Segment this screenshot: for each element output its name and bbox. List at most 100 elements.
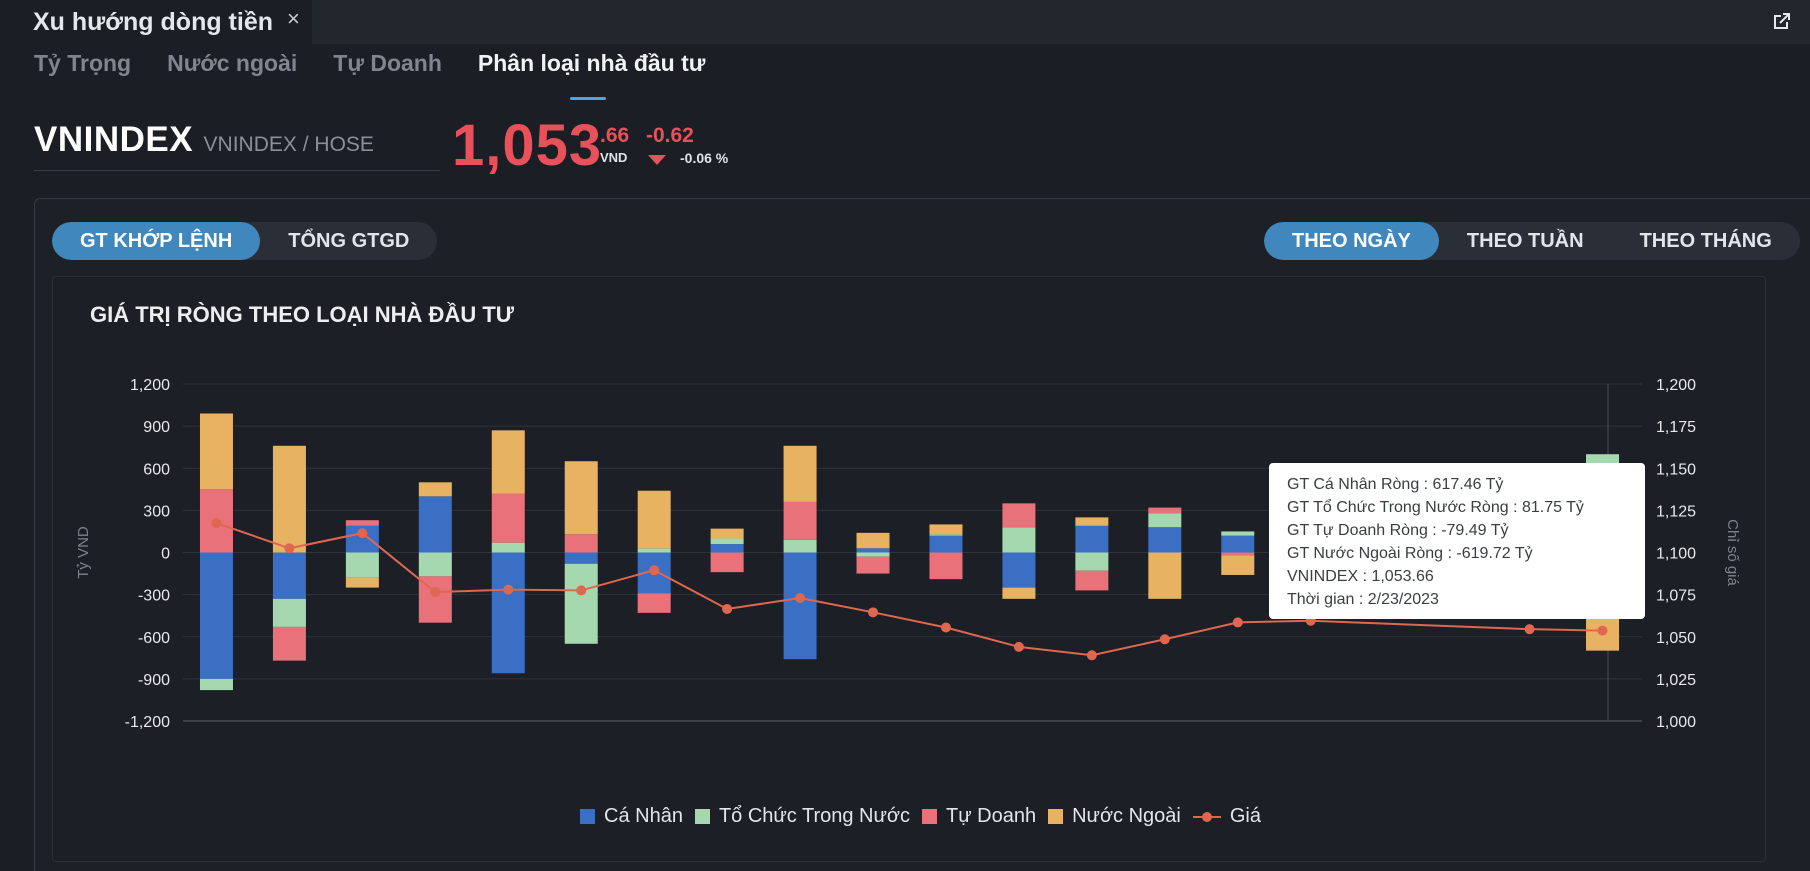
legend-label-to-chuc: Tổ Chức Trong Nước bbox=[718, 805, 910, 827]
price-point bbox=[576, 585, 587, 596]
top-bar: Xu hướng dòng tiền × bbox=[0, 0, 1810, 44]
y-tick-label: -900 bbox=[138, 672, 170, 689]
bar-nuoc_ngoai bbox=[418, 482, 452, 497]
tab-tu-doanh[interactable]: Tự Doanh bbox=[333, 50, 442, 76]
tab-phan-loai-nha-dau-tu[interactable]: Phân loại nhà đầu tư bbox=[477, 48, 706, 100]
bar-to_chuc bbox=[199, 678, 233, 691]
y2-tick-label: 1,175 bbox=[1656, 419, 1696, 436]
theo-tuan-button[interactable]: THEO TUẦN bbox=[1466, 229, 1584, 252]
period-toggle: THEO NGÀY THEO TUẦN THEO THÁNG bbox=[1264, 222, 1800, 260]
y2-tick-label: 1,075 bbox=[1656, 588, 1696, 605]
legend-swatch-nuoc-ngoai bbox=[1048, 809, 1064, 824]
bar-nuoc_ngoai bbox=[783, 445, 817, 502]
legend-ca-nhan[interactable]: Cá Nhân bbox=[580, 805, 683, 828]
window-title: Xu hướng dòng tiền bbox=[33, 7, 274, 36]
y-tick-label: 1,200 bbox=[130, 377, 170, 394]
price-point bbox=[795, 592, 806, 603]
chart-tooltip: GT Cá Nhân Ròng : 617.46 Tỷ GT Tổ Chức T… bbox=[1269, 463, 1645, 619]
legend-line-gia bbox=[1192, 810, 1221, 824]
bar-nuoc_ngoai bbox=[1075, 517, 1109, 526]
symbol-exchange: VNINDEX / HOSE bbox=[203, 133, 374, 156]
price-point bbox=[1524, 624, 1535, 635]
legend-to-chuc[interactable]: Tổ Chức Trong Nước bbox=[694, 805, 910, 828]
popout-icon[interactable] bbox=[1770, 9, 1794, 33]
investor-subtabs: Tỷ Trọng Nước ngoài Tự Doanh Phân loại n… bbox=[34, 48, 741, 100]
y-tick-label: 600 bbox=[143, 461, 170, 478]
tab-ty-trong[interactable]: Tỷ Trọng bbox=[34, 50, 132, 76]
bar-to_chuc bbox=[710, 538, 744, 545]
bar-ca_nhan bbox=[491, 552, 525, 674]
bar-nuoc_ngoai bbox=[856, 532, 890, 549]
down-arrow-icon bbox=[648, 155, 666, 165]
y-tick-label: -600 bbox=[138, 630, 170, 647]
bar-to_chuc bbox=[272, 598, 306, 627]
legend-tu-doanh[interactable]: Tự Doanh bbox=[922, 805, 1036, 828]
price-unit: VND bbox=[600, 150, 628, 165]
price-point bbox=[284, 543, 295, 554]
price-change: -0.62 bbox=[646, 124, 694, 147]
y-tick-label: 0 bbox=[161, 546, 170, 563]
price-point bbox=[868, 607, 879, 618]
price-point bbox=[649, 565, 660, 576]
bar-to_chuc bbox=[1002, 527, 1036, 553]
legend-gia[interactable]: Giá bbox=[1192, 805, 1261, 828]
bar-to_chuc bbox=[637, 548, 671, 553]
bar-ca_nhan bbox=[929, 535, 963, 553]
bar-to_chuc bbox=[1148, 513, 1182, 528]
bar-ca_nhan bbox=[856, 548, 890, 553]
window-tab[interactable]: Xu hướng dòng tiền × bbox=[0, 0, 312, 44]
legend-label-ca-nhan: Cá Nhân bbox=[604, 805, 683, 827]
bar-tu_doanh bbox=[345, 520, 379, 526]
chart-title: GIÁ TRỊ RÒNG THEO LOẠI NHÀ ĐẦU TƯ bbox=[90, 302, 515, 327]
chart-legend: Cá Nhân Tổ Chức Trong Nước Tự Doanh Nước… bbox=[580, 805, 1273, 828]
y2-tick-label: 1,000 bbox=[1656, 714, 1696, 731]
bar-ca_nhan bbox=[272, 552, 306, 599]
bar-ca_nhan bbox=[783, 552, 817, 660]
bar-tu_doanh bbox=[637, 593, 671, 613]
price-line bbox=[216, 522, 1603, 657]
legend-swatch-ca-nhan bbox=[580, 809, 595, 824]
y2-axis-title: Chỉ số giá bbox=[1724, 519, 1741, 586]
symbol-header: VNINDEX VNINDEX / HOSE bbox=[34, 120, 440, 171]
bar-ca_nhan bbox=[199, 552, 233, 679]
bar-to_chuc bbox=[345, 552, 379, 578]
tooltip-line: GT Tự Doanh Ròng : -79.49 Tỷ bbox=[1287, 522, 1509, 539]
bar-tu_doanh bbox=[710, 552, 744, 573]
bar-ca_nhan bbox=[1221, 535, 1255, 553]
price-integer: 1,053 bbox=[452, 113, 603, 178]
bar-to_chuc bbox=[783, 539, 817, 553]
value-type-toggle: GT KHỚP LỆNH TỔNG GTGD bbox=[52, 222, 438, 260]
price-point bbox=[1086, 650, 1097, 661]
y2-tick-label: 1,050 bbox=[1656, 630, 1696, 647]
theo-thang-button[interactable]: THEO THÁNG bbox=[1639, 229, 1772, 252]
tong-gtgd-button[interactable]: TỔNG GTGD bbox=[288, 229, 410, 252]
legend-nuoc-ngoai[interactable]: Nước Ngoài bbox=[1048, 805, 1181, 828]
active-tab-indicator bbox=[569, 97, 606, 100]
price-point bbox=[1159, 634, 1170, 645]
bar-to_chuc bbox=[418, 552, 452, 577]
bar-nuoc_ngoai bbox=[345, 577, 379, 588]
tooltip-line: GT Tổ Chức Trong Nước Ròng : 81.75 Tỷ bbox=[1287, 499, 1584, 516]
bar-tu_doanh bbox=[783, 501, 817, 540]
bar-nuoc_ngoai bbox=[710, 528, 744, 539]
legend-swatch-tu-doanh bbox=[922, 809, 937, 824]
bar-nuoc_ngoai bbox=[564, 461, 598, 535]
bar-tu_doanh bbox=[1148, 507, 1182, 514]
price-point bbox=[940, 622, 951, 633]
price-point bbox=[1013, 641, 1024, 652]
tab-phan-loai-label: Phân loại nhà đầu tư bbox=[477, 50, 706, 76]
bar-tu_doanh bbox=[1002, 503, 1036, 528]
close-icon[interactable]: × bbox=[287, 6, 300, 31]
tooltip-line: GT Nước Ngoài Ròng : -619.72 Tỷ bbox=[1287, 545, 1533, 562]
price-point bbox=[503, 584, 514, 595]
y-tick-label: -1,200 bbox=[125, 714, 170, 731]
bar-tu_doanh bbox=[856, 556, 890, 574]
gt-khop-lenh-button[interactable]: GT KHỚP LỆNH bbox=[52, 222, 261, 260]
bar-to_chuc bbox=[564, 563, 598, 644]
bar-ca_nhan bbox=[1075, 525, 1109, 553]
bar-to_chuc bbox=[1075, 552, 1109, 571]
tab-nuoc-ngoai[interactable]: Nước ngoài bbox=[167, 50, 298, 76]
theo-ngay-button[interactable]: THEO NGÀY bbox=[1264, 222, 1439, 260]
bar-tu_doanh bbox=[1075, 570, 1109, 591]
